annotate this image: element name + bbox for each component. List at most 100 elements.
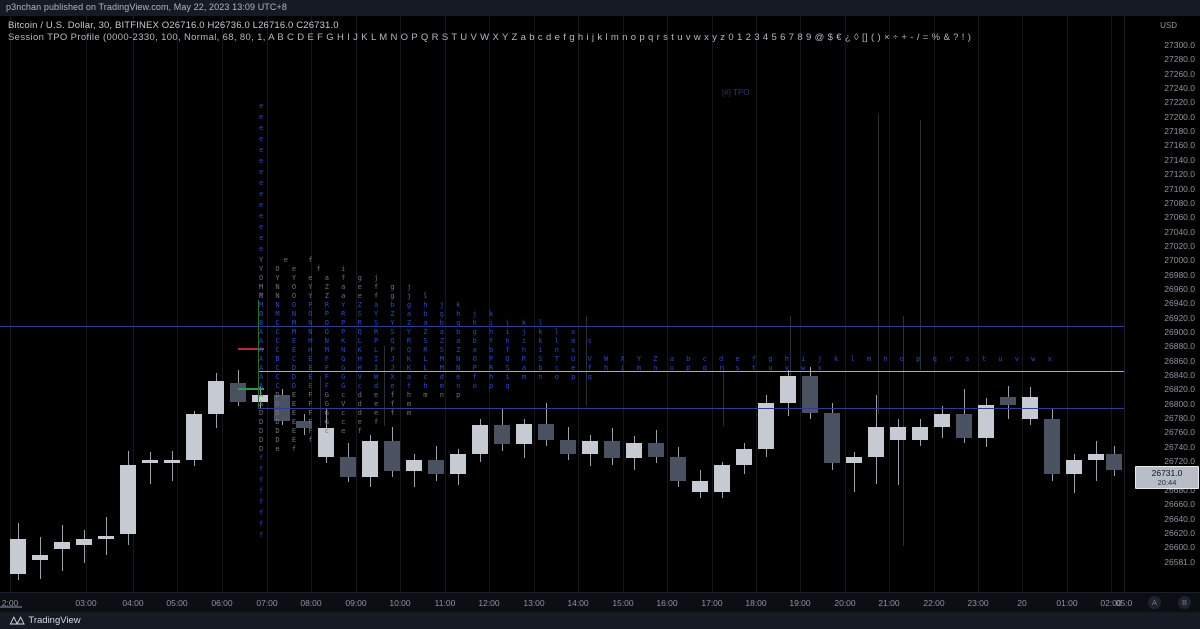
candle-body <box>1044 418 1060 475</box>
candle-body <box>494 425 510 445</box>
candle-body <box>98 535 114 540</box>
candlestick <box>98 16 114 592</box>
candlestick <box>252 16 268 592</box>
price-tick-label: 27160.0 <box>1164 140 1195 151</box>
candle-wick <box>897 418 899 486</box>
candle-body <box>230 382 246 402</box>
legend-symbol-line[interactable]: Bitcoin / U.S. Dollar, 30, BITFINEX O267… <box>8 20 339 31</box>
gridline-vertical <box>267 16 268 592</box>
time-tick-label: 16:00 <box>656 598 678 608</box>
gridline-vertical-long <box>920 120 921 370</box>
time-tick-label: 17:00 <box>701 598 723 608</box>
candlestick <box>692 16 708 592</box>
time-axis[interactable]: 2:00 03:00 04:00 05:00 06:00 07:00 08:00 09:00 1… <box>0 592 1200 613</box>
candle-body <box>1088 453 1104 461</box>
horizontal-scrollbar[interactable] <box>0 606 22 608</box>
candlestick <box>714 16 730 592</box>
publisher-bar: p3nchan published on TradingView.com, Ma… <box>0 0 1200 16</box>
tpo-letters-value-area: f <box>259 520 268 528</box>
candlestick <box>274 16 290 592</box>
current-price-value: 26731.0 <box>1151 468 1183 478</box>
candle-body <box>978 404 994 438</box>
gridline-vertical-long <box>723 366 724 426</box>
tpo-letters-value-area: f <box>259 476 268 484</box>
gridline-vertical <box>800 16 801 592</box>
tpo-letters-value-area: A C E M N K L P Q R S Z a b f h i k l m … <box>259 337 596 345</box>
gridline-vertical <box>222 16 223 592</box>
candlestick <box>32 16 48 592</box>
time-tick-label: 15:00 <box>612 598 634 608</box>
legend-indicator-line[interactable]: Session TPO Profile (0000-2330, 100, Nor… <box>8 32 972 43</box>
price-tick-label: 26600.0 <box>1164 542 1195 553</box>
candlestick <box>648 16 664 592</box>
gridline-vertical-long <box>878 114 879 414</box>
time-tick-label: 05:0 <box>1115 598 1133 608</box>
price-axis-currency: USD <box>1160 21 1177 30</box>
candle-body <box>912 426 928 440</box>
gridline-vertical <box>445 16 446 592</box>
tpo-letters-outside: D D E f <box>259 436 317 444</box>
tpo-letters-value-area: e <box>259 245 268 253</box>
tpo-letters-value-area: f <box>259 498 268 506</box>
time-axis-button-b[interactable]: B <box>1178 596 1191 609</box>
tpo-letters-value-area: A C D E F G V W X a c d e f h i m n o p … <box>259 373 596 381</box>
candle-body <box>450 453 466 475</box>
price-tick-label: 26860.0 <box>1164 355 1195 366</box>
price-tick-label: 26880.0 <box>1164 341 1195 352</box>
tpo-letters-value-area: e <box>259 234 268 242</box>
gridline-vertical-long <box>790 316 791 376</box>
candlestick <box>604 16 620 592</box>
price-tick-label: 27280.0 <box>1164 54 1195 65</box>
price-tick-label: 27000.0 <box>1164 255 1195 266</box>
candle-body <box>384 441 400 472</box>
candlestick <box>76 16 92 592</box>
tpo-letters-outside: D D E F G c d e f m <box>259 409 416 417</box>
gridline-vertical <box>756 16 757 592</box>
candle-wick <box>171 450 173 481</box>
time-tick-label: 19:00 <box>789 598 811 608</box>
tpo-letters-value-area: f <box>259 531 268 539</box>
price-tick-label: 27200.0 <box>1164 111 1195 122</box>
candle-body <box>780 376 796 404</box>
candle-body <box>934 414 950 427</box>
price-tick-label: 26581.0 <box>1164 556 1195 567</box>
candlestick <box>230 16 246 592</box>
candle-body <box>560 439 576 454</box>
candlestick <box>120 16 136 592</box>
time-tick-label: 09:00 <box>345 598 367 608</box>
tpo-letters-value-area: e <box>259 201 268 209</box>
candlestick <box>208 16 224 592</box>
price-tick-label: 26640.0 <box>1164 513 1195 524</box>
tradingview-logo[interactable]: △△ TradingView <box>10 615 81 626</box>
candle-body <box>76 539 92 546</box>
tpo-letters-value-area: e <box>259 223 268 231</box>
gridline-vertical <box>489 16 490 592</box>
candle-body <box>824 412 840 464</box>
candle-body <box>736 448 752 465</box>
candlestick <box>538 16 554 592</box>
candle-body <box>340 456 356 478</box>
candle-body <box>956 414 972 438</box>
price-tick-label: 27040.0 <box>1164 226 1195 237</box>
candlestick <box>934 16 950 592</box>
candlestick <box>1000 16 1016 592</box>
candlestick <box>1044 16 1060 592</box>
price-axis[interactable]: USD 27300.0 27280.0 27260.0 27240.0 27220.0 2… <box>1124 16 1200 592</box>
candlestick <box>802 16 818 592</box>
candlestick <box>890 16 906 592</box>
candlestick <box>296 16 312 592</box>
candle-body <box>538 423 554 440</box>
tpo-letters-value-area: f <box>259 465 268 473</box>
time-tick-label: 04:00 <box>122 598 144 608</box>
time-tick-label: 11:00 <box>434 598 456 608</box>
price-tick-label: 26760.0 <box>1164 427 1195 438</box>
chart-canvas[interactable]: Bitcoin / U.S. Dollar, 30, BITFINEX O267… <box>0 16 1124 592</box>
tpo-letters-outside: D D E F G c e f <box>259 418 383 426</box>
time-axis-button-a[interactable]: A <box>1148 596 1161 609</box>
publisher-text: p3nchan published on TradingView.com, Ma… <box>6 2 287 12</box>
candlestick <box>54 16 70 592</box>
tradingview-mark-icon: △△ <box>10 615 24 626</box>
gridline-vertical <box>978 16 979 592</box>
candle-wick <box>83 529 85 563</box>
candle-body <box>472 425 488 454</box>
